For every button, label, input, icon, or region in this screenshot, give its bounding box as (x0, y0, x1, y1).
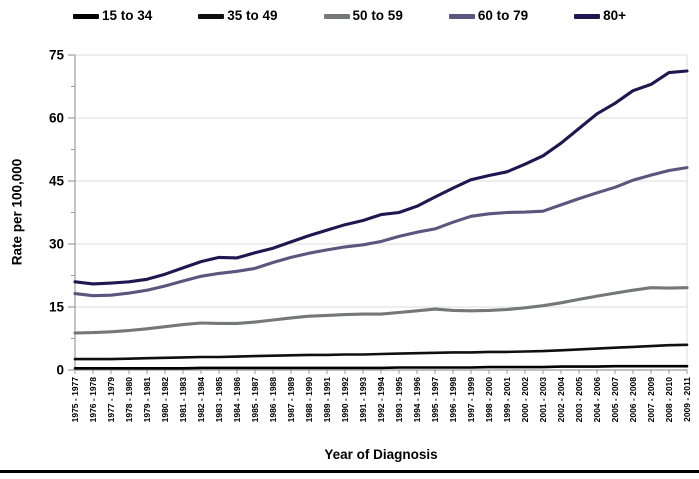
y-axis-title: Rate per 100,000 (9, 158, 25, 266)
x-tick-label: 2004 - 2006 (592, 377, 602, 423)
x-tick-label: 1997 - 1999 (466, 377, 476, 423)
x-tick-label: 2003 - 2005 (574, 377, 584, 423)
legend-item-label: 50 to 59 (352, 8, 403, 24)
x-tick-label: 2007 - 2009 (646, 377, 656, 423)
x-tick-label: 1989 - 1991 (322, 377, 332, 423)
x-tick-label: 2000 - 2002 (520, 377, 530, 423)
y-tick-label: 0 (56, 363, 64, 378)
x-tick-label: 2001 - 2003 (538, 377, 548, 423)
x-tick-label: 2009 - 2011 (682, 377, 692, 422)
legend-item-label: 60 to 79 (477, 8, 529, 24)
x-tick-label: 1984 - 1986 (232, 377, 242, 423)
x-tick-label: 2002 - 2004 (556, 377, 566, 423)
x-tick-label: 1988 - 1990 (304, 377, 314, 423)
y-tick-label: 30 (49, 237, 64, 252)
chart-legend: 15 to 34 35 to 49 50 to 59 60 to 79 80+ (0, 6, 699, 26)
series-line-60-to-79 (73, 166, 689, 298)
x-tick-label: 1994 - 1996 (412, 377, 422, 423)
x-tick-label: 1998 - 2000 (484, 377, 494, 423)
x-tick-label: 1999 - 2001 (502, 377, 512, 423)
x-tick-label: 1980 - 1982 (160, 377, 170, 423)
x-tick-label: 1978 - 1980 (124, 377, 134, 423)
series-line-80 (73, 69, 689, 286)
x-tick-label: 1986 - 1988 (268, 377, 278, 423)
legend-item-60-to-79: 60 to 79 (448, 8, 529, 24)
legend-item-label: 80+ (603, 8, 627, 24)
legend-item-15-to-34: 15 to 34 (72, 8, 153, 24)
x-tick-label: 1985 - 1987 (250, 377, 260, 423)
x-tick-label: 1995 - 1997 (430, 377, 440, 423)
x-tick-label: 1975 - 1977 (70, 377, 80, 423)
legend-item-50-to-59: 50 to 59 (323, 8, 403, 24)
y-tick-label: 15 (49, 300, 65, 315)
x-tick-label: 1982 - 1984 (196, 377, 206, 423)
x-tick-label: 1979 - 1981 (142, 377, 152, 423)
x-tick-label: 1977 - 1979 (106, 377, 116, 423)
legend-marker-icon (72, 13, 99, 19)
y-tick-label: 45 (49, 174, 65, 189)
legend-item-label: 35 to 49 (227, 8, 278, 24)
legend-marker-icon (574, 13, 601, 19)
y-tick-label: 60 (49, 111, 64, 126)
x-tick-label: 1987 - 1989 (286, 377, 296, 423)
legend-item-35-to-49: 35 to 49 (198, 8, 278, 24)
x-tick-label: 1981 - 1983 (178, 377, 188, 423)
series-line-35-to-49 (73, 343, 689, 361)
legend-marker-icon (198, 13, 225, 19)
figure-bottom-border (0, 470, 699, 473)
legend-item-label: 15 to 34 (101, 8, 153, 24)
legend-marker-icon (448, 13, 475, 19)
x-tick-label: 1993 - 1995 (394, 377, 404, 423)
legend-item-80: 80+ (574, 9, 626, 23)
x-tick-label: 1991 - 1993 (358, 377, 368, 423)
x-tick-label: 2005 - 2007 (610, 377, 620, 423)
x-tick-label: 1976 - 1978 (88, 377, 98, 423)
x-tick-label: 1983 - 1985 (214, 377, 224, 423)
x-tick-label: 2006 - 2008 (628, 377, 638, 423)
y-tick-label: 75 (49, 48, 65, 63)
series-line-50-to-59 (73, 286, 689, 335)
x-tick-label: 1992 - 1994 (376, 377, 386, 423)
x-axis-title: Year of Diagnosis (324, 447, 438, 462)
series-line-15-to-34 (73, 364, 689, 370)
legend-marker-icon (323, 13, 350, 19)
x-tick-label: 1990 - 1992 (340, 377, 350, 423)
x-tick-label: 1996 - 1998 (448, 377, 458, 423)
x-tick-label: 2008 - 2010 (664, 377, 674, 423)
